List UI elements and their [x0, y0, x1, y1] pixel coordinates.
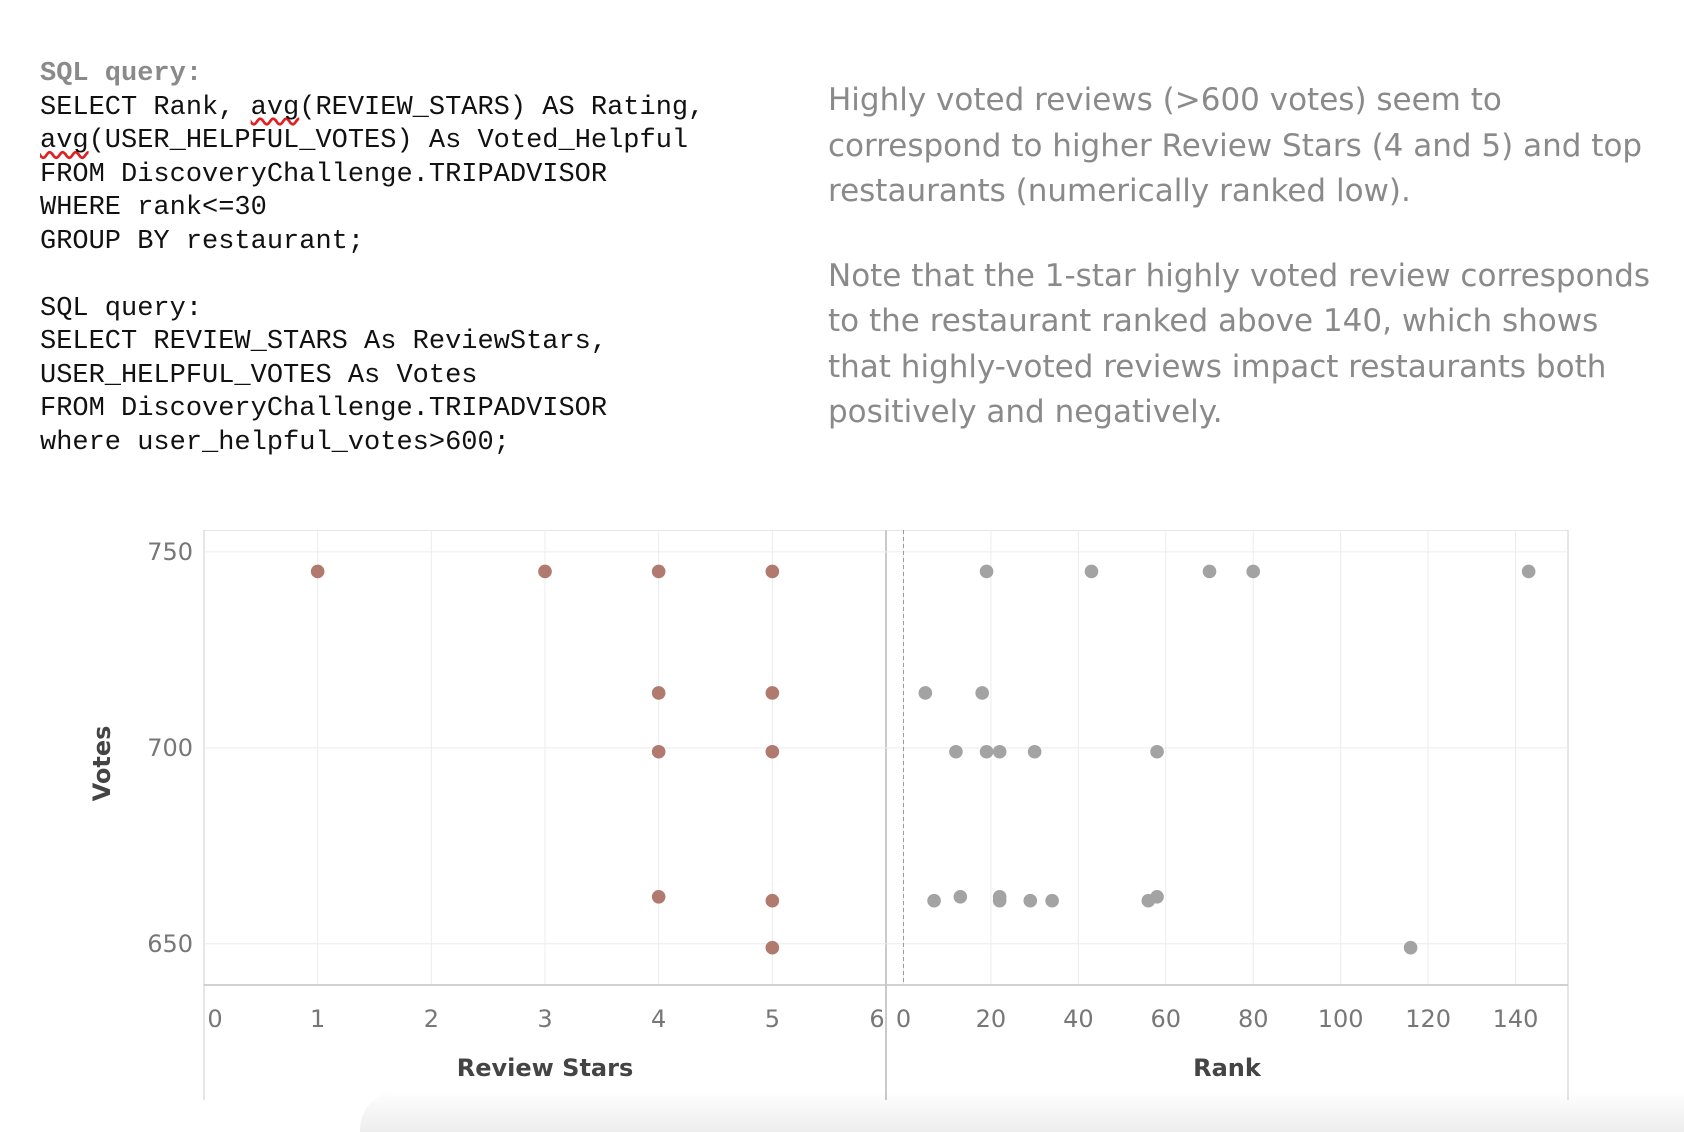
- x-tick-label: 4: [651, 1005, 666, 1033]
- scatter-point: [1403, 940, 1418, 955]
- sql-token: WHERE rank<=30: [40, 193, 267, 223]
- x-tick-label: 140: [1493, 1005, 1539, 1033]
- x-tick-label: 80: [1238, 1005, 1269, 1033]
- scatter-point: [1027, 744, 1042, 759]
- scatter-point: [918, 686, 933, 700]
- sql-token: SELECT REVIEW_STARS As ReviewStars,: [40, 327, 608, 357]
- sql-line: SELECT REVIEW_STARS As ReviewStars,: [40, 326, 820, 360]
- scatter-point: [1150, 744, 1164, 759]
- note-paragraph-1: Highly voted reviews (>600 votes) seem t…: [828, 82, 1643, 209]
- x-tick-label: 1: [310, 1005, 325, 1033]
- x-tick-label: 100: [1318, 1005, 1364, 1033]
- scatter-point: [1150, 889, 1164, 904]
- scatter-point: [975, 686, 989, 700]
- sql-line: avg(USER_HELPFUL_VOTES) As Voted_Helpful: [40, 125, 820, 159]
- y-axis-title: Votes: [88, 726, 116, 802]
- sql-label: SQL query:: [40, 59, 203, 89]
- scatter-point: [949, 744, 963, 759]
- analysis-notes: Highly voted reviews (>600 votes) seem t…: [828, 78, 1668, 436]
- x-tick-label: 60: [1151, 1005, 1182, 1033]
- scatter-point: [979, 744, 994, 759]
- scatter-point: [1202, 564, 1217, 579]
- scatter-point: [992, 744, 1007, 759]
- x-tick-label: 0: [896, 1005, 911, 1033]
- scatter-point: [765, 940, 780, 955]
- sql-token: SELECT Rank,: [40, 92, 251, 123]
- note-paragraph-2: Note that the 1-star highly voted review…: [828, 257, 1651, 431]
- x-tick-label: 6: [869, 1005, 884, 1033]
- sql-token: USER_HELPFUL_VOTES As Votes: [40, 360, 478, 391]
- y-tick-label: 750: [147, 538, 193, 566]
- x-tick-label: 0: [207, 1005, 222, 1033]
- scatter-point: [651, 744, 666, 759]
- scatter-charts: 0 1 2 3 4 5 6 Review Stars 0 20 40 60 80 100 120 140 Ran…: [0, 530, 1684, 1130]
- scatter-point: [651, 564, 666, 579]
- sql-token: FROM DiscoveryChallenge.TRIPADVISOR: [40, 159, 608, 190]
- sql-line: FROM DiscoveryChallenge.TRIPADVISOR: [40, 393, 820, 427]
- sql-token: FROM DiscoveryChallenge.TRIPADVISOR: [40, 394, 608, 424]
- sql-block-gap: [40, 259, 820, 293]
- sql-line: where user_helpful_votes>600;: [40, 427, 820, 461]
- scatter-point: [1023, 893, 1038, 908]
- sql-code-block: SQL query: SELECT Rank, avg(REVIEW_STARS)…: [40, 58, 820, 460]
- scatter-point: [538, 564, 552, 579]
- scatter-point: [1045, 893, 1059, 908]
- x-tick-label: 3: [537, 1005, 552, 1033]
- sql-line: SELECT Rank, avg(REVIEW_STARS) AS Rating…: [40, 92, 820, 126]
- scatter-point: [310, 564, 325, 579]
- scatter-point: [992, 893, 1007, 908]
- sql-line: FROM DiscoveryChallenge.TRIPADVISOR: [40, 159, 820, 193]
- scatter-point: [1246, 564, 1261, 579]
- x-tick-label: 40: [1063, 1005, 1094, 1033]
- y-tick-label: 700: [147, 734, 193, 762]
- x-tick-label: 120: [1405, 1005, 1451, 1033]
- sql-token-misspelled: avg: [40, 126, 89, 156]
- chart-canvas: 0 1 2 3 4 5 6 Review Stars 0 20 40 60 80 100 120 140 Ran…: [88, 530, 1569, 1100]
- scatter-point: [765, 893, 780, 908]
- x-tick-label: 20: [976, 1005, 1007, 1033]
- scatter-point: [927, 893, 941, 908]
- sql-token: (USER_HELPFUL_VOTES) As Voted_Helpful: [88, 126, 689, 156]
- sql-token: GROUP BY restaurant;: [40, 226, 365, 257]
- sql-token-misspelled: avg: [250, 92, 300, 123]
- sql-line: WHERE rank<=30: [40, 192, 820, 226]
- sql-line: USER_HELPFUL_VOTES As Votes: [40, 360, 820, 394]
- scatter-point: [1521, 564, 1536, 579]
- sql-token: where user_helpful_votes>600;: [40, 427, 510, 458]
- scatter-point: [765, 686, 780, 700]
- x-axis-title: Review Stars: [457, 1054, 634, 1082]
- sql-token: (REVIEW_STARS) AS Rating,: [299, 92, 705, 123]
- scatter-point: [1084, 564, 1099, 579]
- sql-line: GROUP BY restaurant;: [40, 226, 820, 260]
- scatter-point: [953, 889, 968, 904]
- scatter-point: [651, 889, 666, 904]
- scatter-point: [979, 564, 994, 579]
- scatter-point: [651, 686, 666, 700]
- scatter-point: [765, 564, 780, 579]
- x-tick-label: 2: [424, 1005, 439, 1033]
- x-tick-label: 5: [765, 1005, 780, 1033]
- scatter-point: [765, 744, 780, 759]
- x-axis-title: Rank: [1193, 1054, 1262, 1082]
- y-tick-label: 650: [147, 930, 193, 958]
- sql-label: SQL query:: [40, 293, 203, 324]
- bottom-shadow: [360, 1090, 1684, 1132]
